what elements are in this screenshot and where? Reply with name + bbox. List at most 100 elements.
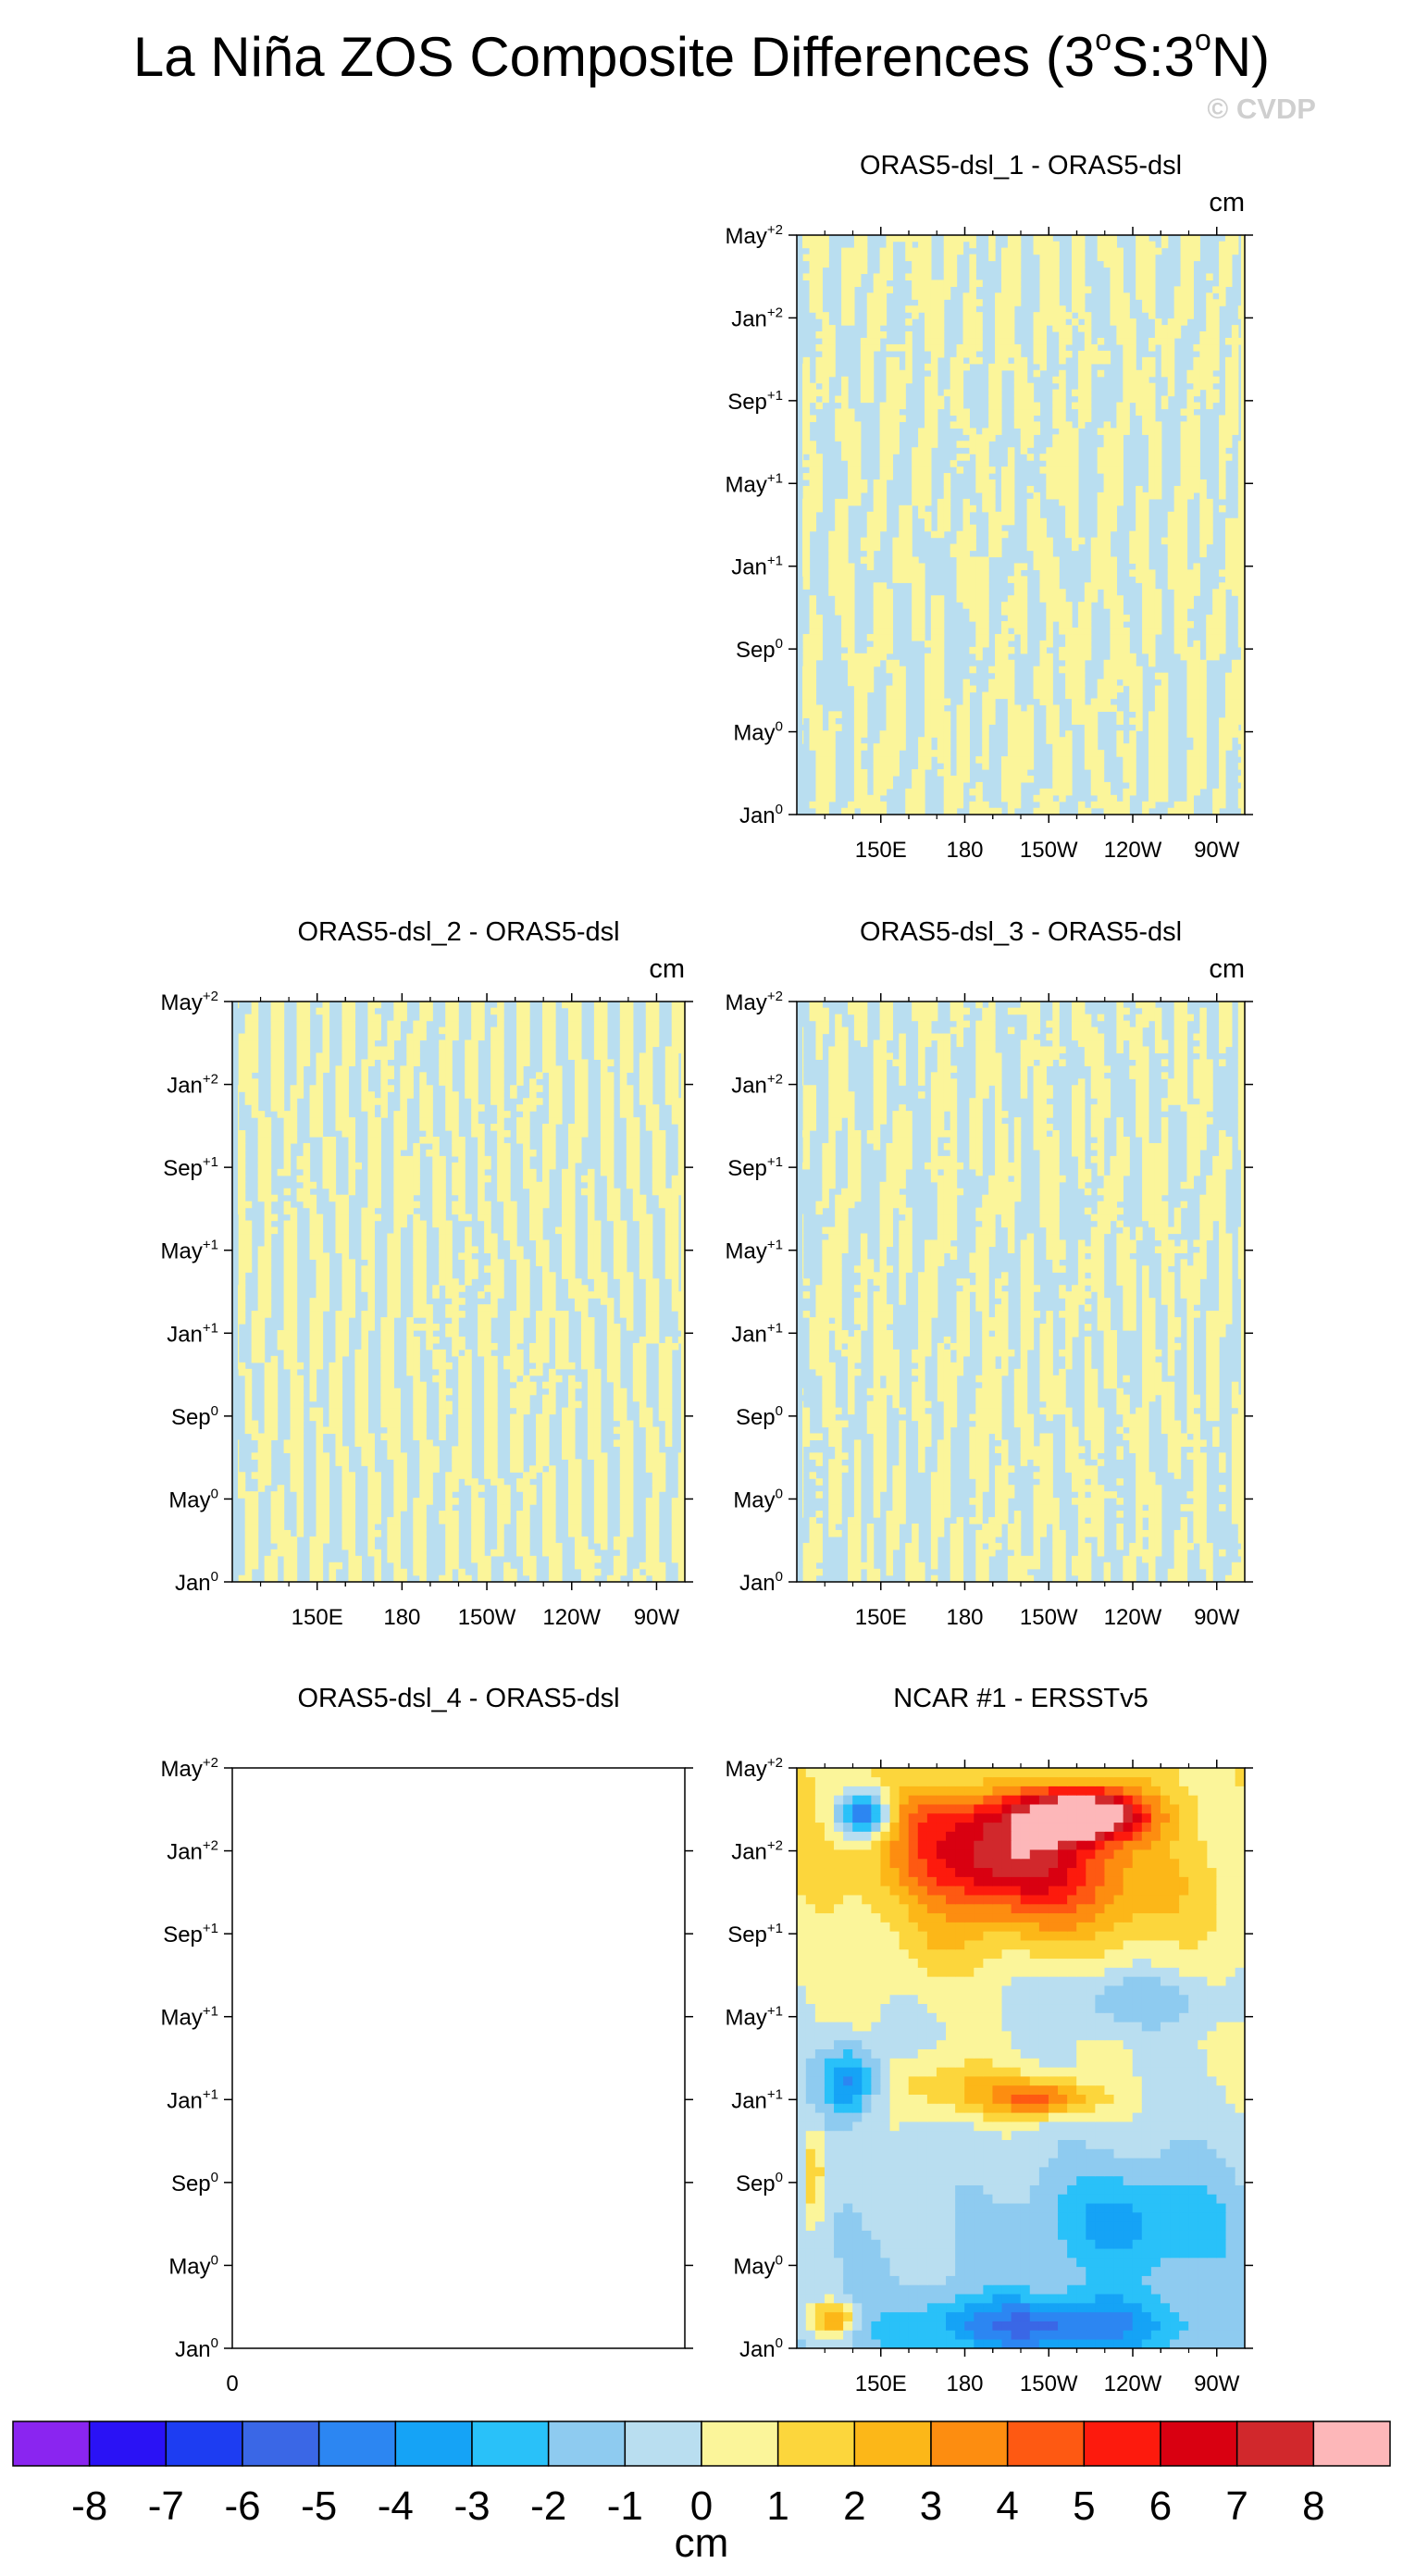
- cell: [1148, 769, 1156, 777]
- cell: [892, 402, 900, 410]
- cell: [452, 1298, 459, 1305]
- cell: [419, 1459, 427, 1466]
- cell: [918, 235, 925, 243]
- cell: [587, 1342, 595, 1350]
- cell: [387, 1407, 394, 1415]
- cell: [828, 763, 836, 770]
- cell: [1026, 485, 1035, 493]
- cell: [600, 1529, 608, 1537]
- cell: [841, 550, 849, 558]
- cell: [1020, 421, 1028, 429]
- cell: [848, 299, 855, 306]
- cell: [1007, 273, 1015, 280]
- cell: [1052, 743, 1060, 751]
- cell: [1206, 646, 1213, 654]
- cell: [626, 1446, 634, 1453]
- cell: [822, 794, 829, 803]
- cell: [848, 563, 855, 570]
- cell: [341, 1336, 350, 1344]
- cell: [1129, 337, 1136, 345]
- cell: [899, 376, 906, 384]
- cell: [387, 1439, 394, 1447]
- cell: [866, 646, 875, 654]
- cell: [574, 1304, 582, 1312]
- cell: [309, 1298, 317, 1305]
- cell: [969, 312, 976, 319]
- cell: [1231, 589, 1239, 596]
- cell: [1052, 376, 1060, 384]
- cell: [962, 563, 970, 570]
- cell: [406, 1317, 414, 1325]
- cell: [290, 1246, 298, 1253]
- cell: [554, 1549, 563, 1557]
- cell: [912, 589, 919, 596]
- cell: [853, 235, 862, 243]
- cell: [1193, 691, 1200, 700]
- cell: [484, 1342, 491, 1350]
- cell: [1116, 460, 1124, 467]
- cell: [419, 1413, 427, 1422]
- cell: [1033, 492, 1041, 500]
- cell: [802, 402, 811, 410]
- cell: [316, 1446, 324, 1453]
- cell: [593, 1407, 602, 1415]
- cell: [930, 685, 938, 693]
- cell: [490, 1472, 498, 1479]
- cell: [341, 1446, 350, 1453]
- cell: [1129, 530, 1136, 539]
- cell: [912, 794, 919, 803]
- cell: [593, 1452, 602, 1460]
- cell: [860, 711, 868, 718]
- cell: [510, 1342, 517, 1350]
- cell: [841, 627, 849, 635]
- cell: [1154, 750, 1162, 757]
- cell: [645, 1504, 653, 1512]
- cell: [574, 1542, 582, 1550]
- cell: [1154, 672, 1162, 680]
- cell: [1136, 492, 1143, 500]
- cell: [542, 1252, 550, 1260]
- cell: [593, 1381, 602, 1389]
- cell: [510, 1459, 517, 1466]
- cell: [335, 1324, 343, 1331]
- cell: [1103, 666, 1111, 674]
- cell: [866, 550, 875, 558]
- cell: [341, 1278, 350, 1286]
- cell: [943, 763, 951, 770]
- cell: [982, 756, 989, 764]
- cell: [924, 325, 932, 332]
- cell: [1052, 395, 1060, 404]
- cell: [995, 807, 1002, 815]
- cell: [439, 1355, 446, 1363]
- cell: [335, 1381, 343, 1389]
- cell: [1110, 504, 1118, 513]
- cell: [1219, 608, 1226, 616]
- cell: [1110, 273, 1118, 280]
- cell: [1013, 299, 1022, 306]
- cell: [251, 1317, 259, 1325]
- cell: [367, 1433, 375, 1441]
- cell: [1116, 434, 1124, 442]
- cell: [1219, 415, 1226, 423]
- cell: [1103, 794, 1111, 803]
- cell: [1007, 498, 1015, 506]
- cell: [975, 615, 983, 622]
- cell: [1007, 517, 1015, 526]
- cell: [1180, 299, 1188, 306]
- cell: [561, 1452, 569, 1460]
- cell: [822, 801, 829, 809]
- cell: [1000, 646, 1009, 654]
- cell: [580, 1298, 589, 1305]
- cell: [1007, 260, 1015, 268]
- cell: [886, 711, 894, 718]
- cell: [873, 794, 881, 803]
- cell: [866, 563, 875, 570]
- cell: [490, 1265, 498, 1273]
- cell: [283, 1349, 292, 1357]
- cell: [892, 576, 900, 583]
- cell: [1110, 286, 1118, 293]
- cell: [853, 241, 862, 249]
- cell: [1046, 659, 1053, 667]
- cell: [1033, 517, 1041, 526]
- cell: [341, 1491, 350, 1499]
